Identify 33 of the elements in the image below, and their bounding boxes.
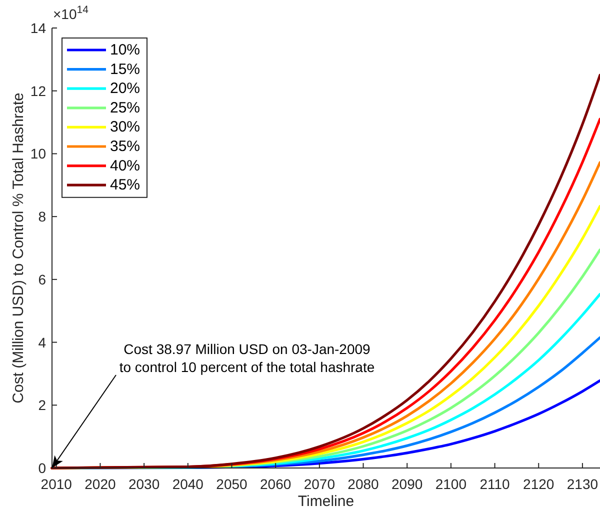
y-tick-label: 2 xyxy=(38,397,46,414)
y-tick-label: 12 xyxy=(30,82,46,99)
legend-label: 15% xyxy=(110,60,140,78)
legend-label: 30% xyxy=(110,118,140,136)
y-tick-label: 14 xyxy=(30,20,46,36)
legend-label: 40% xyxy=(110,157,140,174)
x-tick-label: 2010 xyxy=(40,476,72,492)
legend-label: 10% xyxy=(110,42,140,58)
legend-label: 25% xyxy=(110,99,140,116)
legend-label: 20% xyxy=(110,80,140,98)
legend-label: 45% xyxy=(110,176,140,194)
x-tick-label: 2040 xyxy=(172,476,204,492)
y-tick-label: 4 xyxy=(38,334,46,350)
x-tick-label: 2020 xyxy=(84,476,116,492)
y-tick-label: 10 xyxy=(30,146,46,162)
y-tick-label: 6 xyxy=(38,271,46,288)
x-tick-label: 2120 xyxy=(523,476,554,492)
x-tick-label: 2070 xyxy=(304,476,336,492)
x-tick-label: 2030 xyxy=(128,476,160,492)
x-tick-label: 2090 xyxy=(392,476,423,492)
x-tick-label: 2100 xyxy=(435,476,467,492)
text: ×10$^{14}$ xyxy=(53,4,89,22)
y-axis-title: Cost (Million USD) to Control % Total Hashrate xyxy=(10,92,26,404)
x-tick-label: 2110 xyxy=(480,476,510,492)
x-tick-label: 2080 xyxy=(348,476,380,492)
x-tick-label: 2130 xyxy=(566,476,598,492)
x-tick-label: 2050 xyxy=(216,476,248,492)
y-tick-label: 0 xyxy=(38,460,46,476)
legend-label: 35% xyxy=(110,138,140,155)
annotation: Cost 38.97 Million USD on 03-Jan-2009 to control 10 percent of the total hashrate xyxy=(119,341,375,375)
y-tick-label: 8 xyxy=(38,208,46,225)
x-axis-title: Timeline xyxy=(298,492,354,508)
x-tick-label: 2060 xyxy=(260,476,292,492)
